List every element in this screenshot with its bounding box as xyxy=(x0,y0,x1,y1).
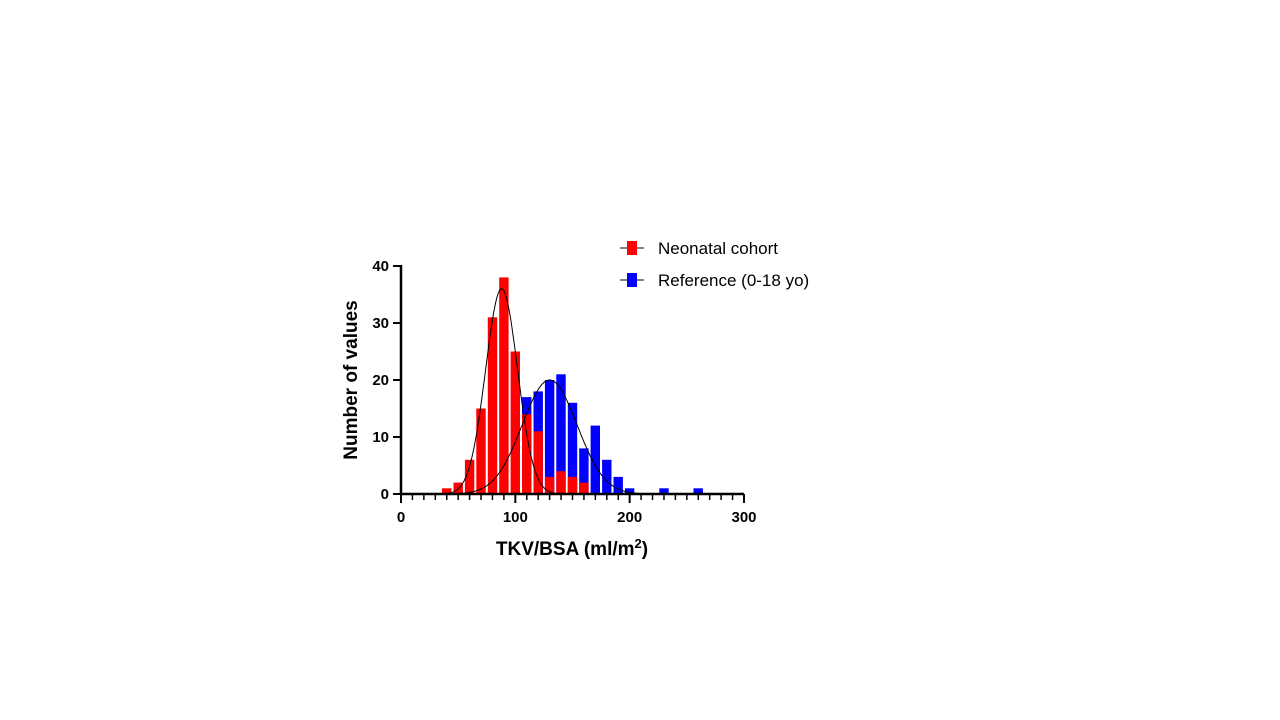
reference-bar-180 xyxy=(602,459,612,494)
neonatal-bar-90 xyxy=(499,277,509,494)
reference-bar-200 xyxy=(624,488,635,494)
neonatal-bar-100 xyxy=(510,351,520,494)
y-tick-label-30: 30 xyxy=(372,315,389,332)
reference-bar-170 xyxy=(590,425,600,494)
y-axis-title: Number of values xyxy=(341,300,362,459)
y-tick-label-10: 10 xyxy=(372,429,389,446)
neonatal-bar-60 xyxy=(464,459,475,494)
reference-fit-curve xyxy=(439,379,660,495)
neonatal-bars xyxy=(442,277,589,494)
axis-ticks: 0 100 200 300 0 10 20 30 40 xyxy=(372,258,756,526)
legend-item-neonatal: Neonatal cohort xyxy=(620,239,778,258)
legend-label-neonatal: Neonatal cohort xyxy=(658,239,778,258)
fit-curves xyxy=(437,288,660,495)
x-tick-label-100: 100 xyxy=(503,509,528,526)
reference-bars xyxy=(522,374,703,494)
neonatal-bar-80 xyxy=(487,317,498,494)
neonatal-bar-110 xyxy=(522,414,532,494)
y-tick-label-0: 0 xyxy=(381,486,389,503)
legend-swatch-reference xyxy=(627,273,637,287)
reference-bar-190 xyxy=(613,476,623,494)
legend-item-reference: Reference (0-18 yo) xyxy=(620,271,809,290)
legend: Neonatal cohort Reference (0-18 yo) xyxy=(620,239,809,290)
neonatal-bar-130 xyxy=(544,476,555,494)
neonatal-bar-40 xyxy=(442,488,452,494)
reference-bar-150 xyxy=(567,402,578,494)
neonatal-bar-140 xyxy=(556,471,566,494)
y-tick-label-20: 20 xyxy=(372,372,389,389)
reference-bar-130 xyxy=(544,380,555,494)
neonatal-bar-160 xyxy=(579,482,589,494)
x-tick-label-0: 0 xyxy=(397,509,405,526)
neonatal-fit-curve xyxy=(437,288,566,495)
reference-bar-260 xyxy=(693,488,703,494)
reference-bar-140 xyxy=(556,374,566,494)
reference-bar-230 xyxy=(659,488,669,494)
neonatal-bar-70 xyxy=(476,408,486,494)
y-tick-label-40: 40 xyxy=(372,258,389,275)
x-axis-title: TKV/BSA (ml/m2) xyxy=(496,536,648,560)
reference-bar-160 xyxy=(579,448,589,494)
legend-swatch-neonatal xyxy=(627,241,637,255)
neonatal-bar-120 xyxy=(533,431,543,494)
x-tick-label-200: 200 xyxy=(617,509,642,526)
legend-label-reference: Reference (0-18 yo) xyxy=(658,271,809,290)
x-tick-label-300: 300 xyxy=(731,509,756,526)
neonatal-bar-150 xyxy=(567,476,578,494)
